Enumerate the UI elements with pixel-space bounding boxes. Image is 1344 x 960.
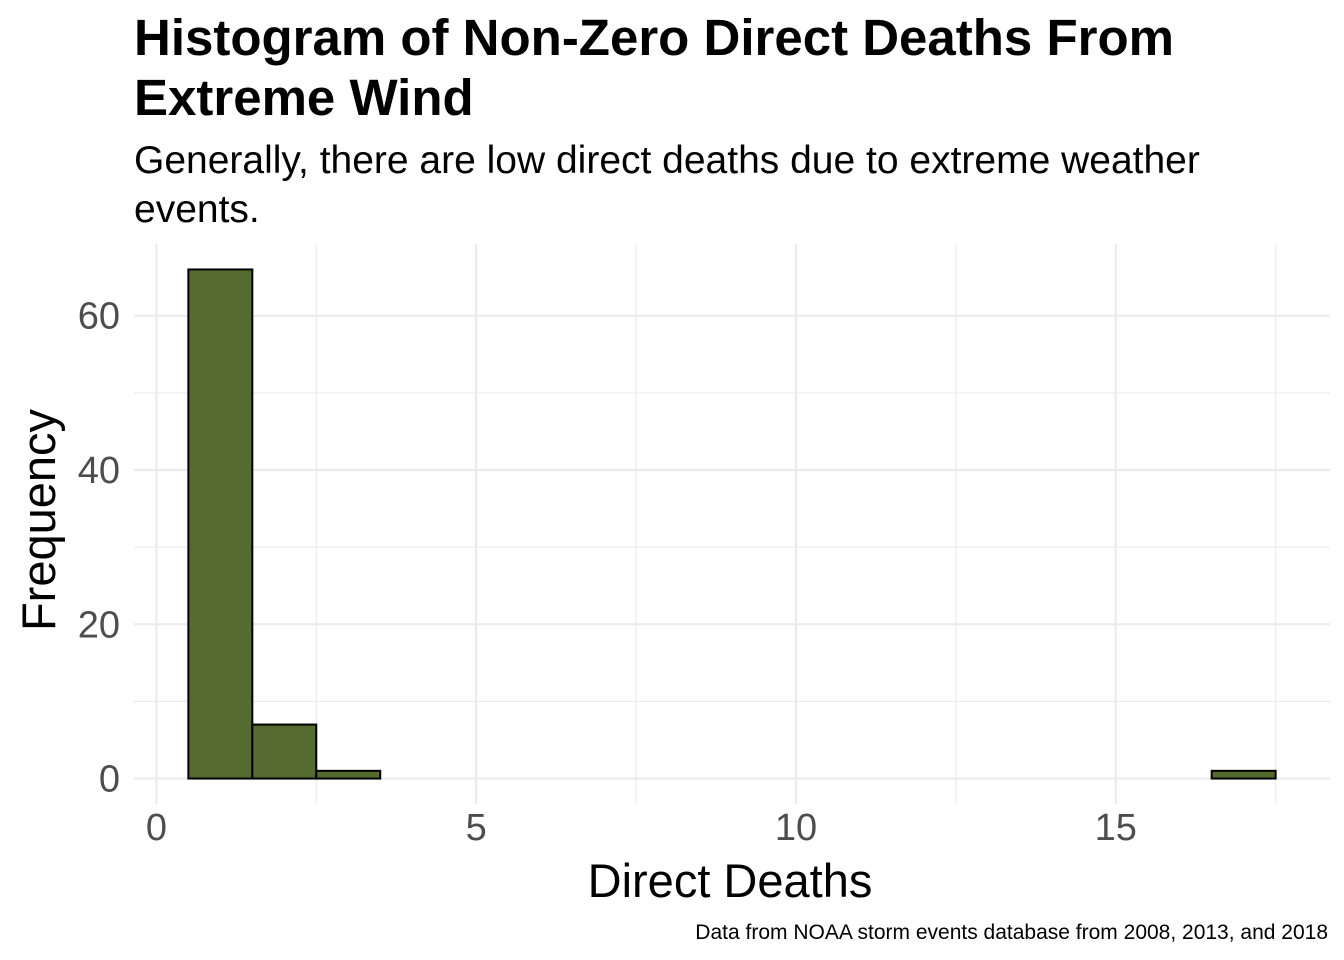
- y-tick-label: 0: [99, 759, 120, 801]
- histogram-bar: [315, 769, 382, 780]
- chart-subtitle: Generally, there are low direct deaths d…: [134, 139, 1200, 231]
- grid-lines: [134, 244, 1330, 804]
- x-tick-label: 10: [775, 807, 817, 849]
- x-tick-label: 5: [466, 807, 487, 849]
- x-axis-title: Direct Deaths: [588, 854, 873, 907]
- histogram-bar: [251, 723, 318, 780]
- y-tick-label: 40: [78, 450, 120, 492]
- chart-title: Histogram of Non-Zero Direct Deaths From…: [134, 9, 1174, 126]
- histogram-bar: [187, 268, 254, 780]
- y-tick-label: 60: [78, 296, 120, 338]
- y-tick-label: 20: [78, 604, 120, 646]
- y-axis-title: Frequency: [12, 408, 65, 631]
- x-tick-label: 15: [1095, 807, 1137, 849]
- histogram-bars: [187, 268, 1277, 780]
- y-axis-ticks: 0 20 40 60: [78, 296, 120, 801]
- chart-caption: Data from NOAA storm events database fro…: [695, 921, 1328, 944]
- histogram-bar: [1210, 769, 1277, 780]
- x-tick-label: 0: [146, 807, 167, 849]
- x-axis-ticks: 0 5 10 15: [146, 807, 1137, 849]
